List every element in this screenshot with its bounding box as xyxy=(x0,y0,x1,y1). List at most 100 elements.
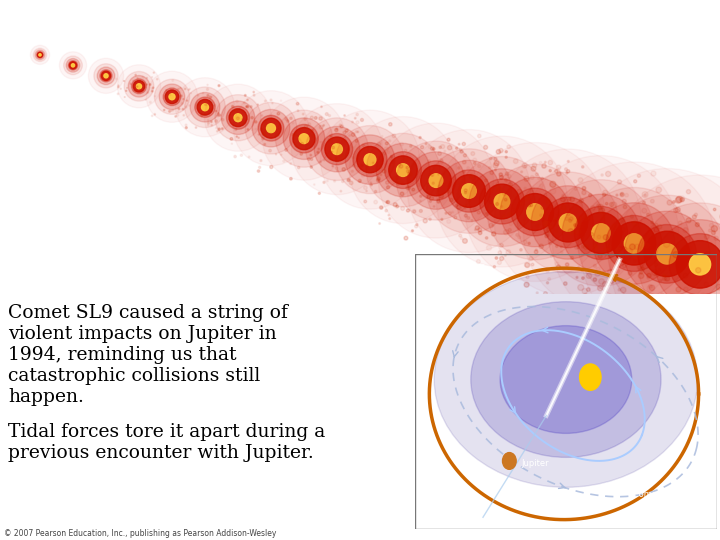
Circle shape xyxy=(37,52,42,57)
Circle shape xyxy=(634,284,637,288)
Circle shape xyxy=(616,248,621,253)
Circle shape xyxy=(524,262,529,267)
Circle shape xyxy=(539,223,540,225)
Circle shape xyxy=(462,143,465,146)
Text: encounter: encounter xyxy=(421,291,464,300)
Circle shape xyxy=(429,174,443,187)
Circle shape xyxy=(490,190,492,192)
Circle shape xyxy=(305,125,307,128)
Circle shape xyxy=(576,276,578,279)
Circle shape xyxy=(370,182,372,184)
Circle shape xyxy=(437,199,440,202)
Circle shape xyxy=(568,198,571,200)
Circle shape xyxy=(217,131,218,132)
Circle shape xyxy=(451,211,454,213)
Circle shape xyxy=(163,88,181,105)
Circle shape xyxy=(586,273,592,279)
Circle shape xyxy=(441,183,444,185)
Circle shape xyxy=(477,134,481,138)
Circle shape xyxy=(438,152,441,156)
Circle shape xyxy=(624,211,710,296)
Circle shape xyxy=(458,144,460,145)
Circle shape xyxy=(523,240,527,244)
Circle shape xyxy=(307,158,310,160)
Circle shape xyxy=(215,94,261,141)
Circle shape xyxy=(207,120,209,121)
Circle shape xyxy=(364,186,367,190)
Circle shape xyxy=(222,128,223,130)
Circle shape xyxy=(541,177,544,180)
Circle shape xyxy=(147,77,148,78)
Circle shape xyxy=(693,215,696,219)
Circle shape xyxy=(235,100,238,103)
Circle shape xyxy=(387,200,390,204)
Circle shape xyxy=(285,148,287,151)
Circle shape xyxy=(562,194,640,272)
Circle shape xyxy=(346,132,347,133)
Circle shape xyxy=(126,90,127,91)
Circle shape xyxy=(589,194,592,197)
Circle shape xyxy=(436,191,439,193)
Circle shape xyxy=(183,114,184,116)
Circle shape xyxy=(412,230,413,232)
Circle shape xyxy=(640,272,642,274)
Circle shape xyxy=(312,134,314,137)
Circle shape xyxy=(146,84,148,85)
Circle shape xyxy=(389,177,390,179)
Circle shape xyxy=(449,212,451,215)
Circle shape xyxy=(494,161,499,166)
Circle shape xyxy=(68,60,78,70)
Circle shape xyxy=(261,137,264,140)
Circle shape xyxy=(180,87,181,89)
Circle shape xyxy=(258,116,284,141)
Circle shape xyxy=(477,260,480,264)
Circle shape xyxy=(708,229,711,232)
Circle shape xyxy=(448,170,490,212)
Circle shape xyxy=(297,103,299,105)
Circle shape xyxy=(546,227,552,233)
Circle shape xyxy=(359,181,361,183)
Circle shape xyxy=(620,218,624,222)
Circle shape xyxy=(513,195,515,197)
Circle shape xyxy=(489,167,491,169)
Circle shape xyxy=(544,161,546,163)
Circle shape xyxy=(407,170,410,173)
Circle shape xyxy=(527,204,544,220)
Circle shape xyxy=(299,130,300,131)
Circle shape xyxy=(536,292,539,294)
Circle shape xyxy=(544,232,546,234)
Circle shape xyxy=(431,147,434,150)
Circle shape xyxy=(447,145,452,150)
Circle shape xyxy=(336,167,338,170)
Circle shape xyxy=(39,54,41,56)
Circle shape xyxy=(565,263,569,266)
Circle shape xyxy=(128,76,150,97)
Circle shape xyxy=(281,154,282,156)
Circle shape xyxy=(204,104,207,106)
Circle shape xyxy=(676,196,683,202)
Circle shape xyxy=(575,187,577,190)
Circle shape xyxy=(71,64,75,67)
Circle shape xyxy=(431,173,434,176)
Circle shape xyxy=(561,197,565,202)
Circle shape xyxy=(694,307,700,313)
Circle shape xyxy=(376,143,430,197)
Circle shape xyxy=(478,231,482,234)
Circle shape xyxy=(489,223,493,228)
Circle shape xyxy=(441,218,443,220)
Circle shape xyxy=(536,173,539,176)
Circle shape xyxy=(471,152,474,156)
Circle shape xyxy=(530,176,534,179)
Circle shape xyxy=(397,141,476,220)
Circle shape xyxy=(337,170,338,171)
Circle shape xyxy=(289,124,318,153)
Circle shape xyxy=(652,329,657,334)
Circle shape xyxy=(364,154,376,165)
Circle shape xyxy=(323,181,325,184)
Circle shape xyxy=(195,97,215,117)
Circle shape xyxy=(524,195,530,201)
Circle shape xyxy=(356,121,359,124)
Circle shape xyxy=(264,130,266,132)
Circle shape xyxy=(524,282,529,287)
Circle shape xyxy=(130,83,132,85)
